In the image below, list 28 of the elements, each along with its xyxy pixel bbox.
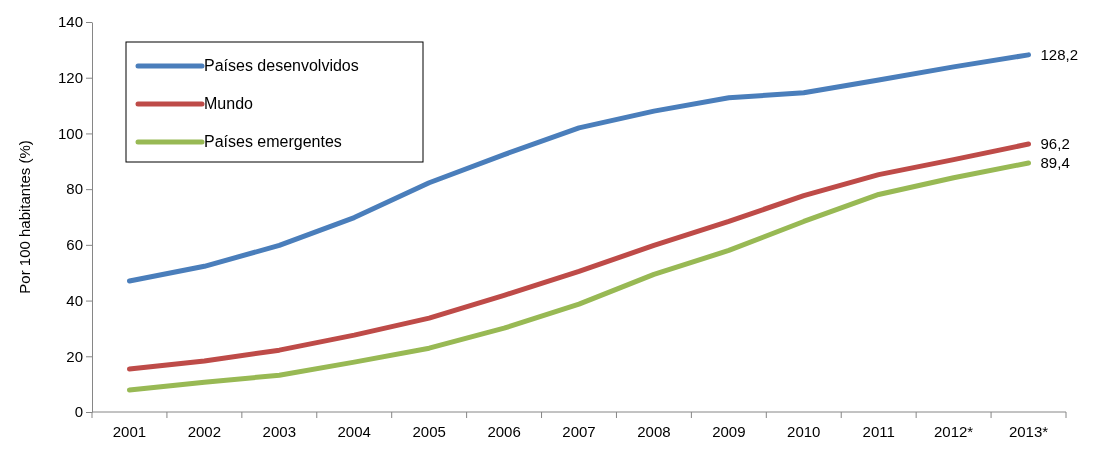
- x-tick-label: 2007: [562, 423, 596, 440]
- legend-label: Mundo: [204, 95, 254, 112]
- legend-label: Países desenvolvidos: [204, 57, 359, 74]
- y-axis-title: Por 100 habitantes (%): [16, 140, 33, 294]
- x-tick-label: 2012*: [934, 423, 974, 440]
- y-tick-label: 0: [74, 403, 83, 421]
- x-tick-label: 2003: [262, 423, 296, 440]
- x-tick-label: 2004: [337, 423, 371, 440]
- x-tick-label: 2001: [112, 423, 147, 440]
- x-tick-label: 2006: [487, 423, 521, 440]
- legend-label: Países emergentes: [204, 133, 342, 150]
- x-tick-label: 2005: [412, 423, 446, 440]
- y-tick-label: 80: [66, 180, 83, 198]
- x-tick-label: 2009: [712, 423, 746, 440]
- y-tick-label: 120: [57, 69, 83, 87]
- y-tick-label: 60: [66, 236, 83, 254]
- data-label: 96,2: [1040, 135, 1070, 153]
- x-tick-label: 2011: [862, 423, 895, 440]
- y-tick-label: 40: [66, 291, 83, 309]
- x-tick-label: 2013*: [1008, 423, 1049, 440]
- data-label: 128,2: [1040, 45, 1079, 63]
- x-tick-label: 2010: [787, 423, 821, 440]
- x-tick-label: 2002: [187, 423, 222, 440]
- y-tick-label: 20: [66, 347, 83, 365]
- data-label: 89,4: [1040, 153, 1070, 171]
- x-tick-label: 2008: [637, 423, 671, 440]
- y-tick-label: 100: [57, 124, 83, 142]
- y-tick-label: 140: [57, 13, 83, 31]
